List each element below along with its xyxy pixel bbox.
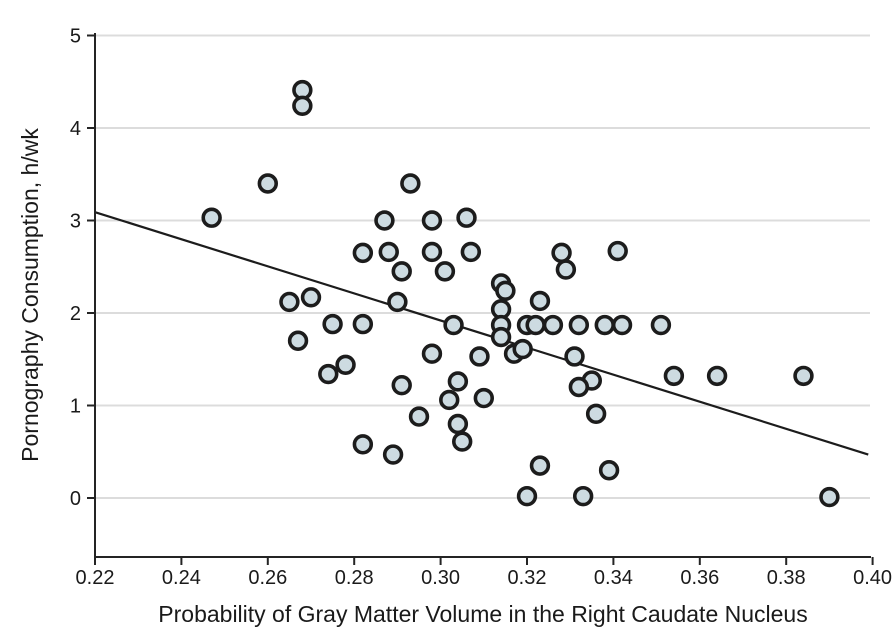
x-tick-label: 0.24 [162,567,201,589]
data-point [201,207,222,228]
data-point [568,314,590,336]
x-tick-label: 0.30 [421,567,460,589]
x-tick-label: 0.36 [680,567,719,589]
data-point [551,242,572,264]
data-point [292,95,313,117]
tick-labels: 0.22 0.24 0.26 0.28 0.30 0.32 0.34 0.36 0.38 0.40… [70,26,892,590]
data-point [469,346,490,367]
data-point [542,314,564,336]
data-point [318,363,339,385]
data-point [335,354,356,375]
data-point [387,291,408,313]
data-point [706,365,728,387]
x-tick-label: 0.40 [853,567,892,589]
data-point [460,241,482,263]
data-point [516,485,538,507]
data-point [391,374,412,396]
data-point [585,403,607,425]
data-point [434,261,456,282]
data-point [447,413,469,435]
data-point [650,314,672,336]
data-point [495,280,516,301]
data-point [793,365,814,387]
data-point [421,343,443,364]
data-point [598,460,620,481]
data-point [568,376,590,398]
x-tick-label: 0.32 [508,567,547,589]
data-points [201,79,840,508]
x-tick-label: 0.28 [335,567,374,589]
data-point [352,434,374,455]
data-point [408,406,430,427]
data-point [300,287,322,308]
y-tick-label: 3 [70,211,81,233]
data-point [564,346,585,367]
gridlines [95,34,870,499]
data-point [512,338,533,360]
data-point [279,291,300,313]
x-tick-label: 0.26 [248,567,287,589]
x-tick-label: 0.34 [594,567,633,589]
data-point [594,314,615,336]
x-axis-title: Probability of Gray Matter Volume in the… [158,601,807,627]
y-tick-label: 2 [70,303,81,325]
data-point [819,486,840,508]
data-point [391,261,412,282]
data-point [443,314,464,336]
data-point [473,387,494,409]
data-point [447,371,469,392]
data-point [572,485,594,507]
y-tick-label: 4 [70,118,81,140]
data-point [663,365,685,387]
data-point [456,207,477,228]
y-tick-label: 0 [70,488,81,510]
x-tick-label: 0.38 [767,567,806,589]
axes [87,33,874,565]
data-point [525,314,546,336]
data-point [352,313,374,335]
data-point [555,259,577,280]
data-point [352,242,374,264]
data-point [257,173,278,194]
regression-line [94,211,869,456]
data-point [529,455,551,476]
data-point [322,313,343,335]
data-point [421,241,443,263]
y-tick-label: 5 [70,26,81,48]
data-point [611,314,633,336]
data-point [529,290,551,312]
data-point [374,210,395,231]
data-point [400,173,421,194]
data-point [382,444,404,465]
data-point [452,431,473,452]
x-tick-label: 0.22 [76,567,115,589]
data-point [439,389,460,411]
data-point [490,326,512,348]
y-axis-title: Pornography Consumption, h/wk [17,128,43,462]
data-point [287,330,309,351]
trend-line-layer [94,211,869,456]
y-tick-label: 1 [70,396,81,418]
data-point [378,241,399,263]
data-point [607,240,628,262]
data-point [421,210,443,231]
